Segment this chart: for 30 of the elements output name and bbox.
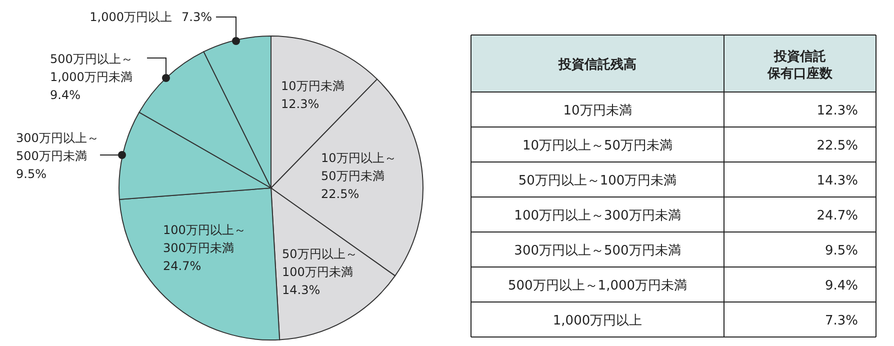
category-label: 10万円未満 bbox=[563, 104, 632, 118]
category-label: 100万円以上～300万円未満 bbox=[514, 208, 681, 224]
category-label: 300万円以上～500万円未満 bbox=[514, 244, 681, 258]
text: 14.3% bbox=[816, 174, 858, 188]
text: 9.4% bbox=[824, 278, 858, 294]
slice-label: 10万円以上～50万円未満 bbox=[321, 151, 396, 183]
data-label: 9.4% bbox=[50, 88, 80, 102]
data-label: 12.3% bbox=[281, 97, 320, 111]
slice-label: 300万円以上～500万円未満 bbox=[16, 131, 99, 163]
slice-label: 50万円以上～100万円未満 bbox=[282, 247, 358, 279]
text: 9.5% bbox=[824, 244, 858, 258]
data-label: 9.5% bbox=[16, 167, 46, 181]
text: 22.5% bbox=[816, 138, 858, 154]
slice-label: 100万円以上～300万円未満 bbox=[163, 223, 246, 255]
category-label: 500万円以上～1,000万円未満 bbox=[508, 278, 688, 294]
slice-label: 10万円未満 bbox=[281, 79, 344, 93]
data-label: 24.7% bbox=[163, 259, 202, 273]
data-label: 22.5% bbox=[321, 187, 360, 201]
slice-label: 1,000万円以上 bbox=[90, 10, 172, 24]
text: 投資信託保有口座数 bbox=[766, 48, 834, 82]
text: 7.3% bbox=[824, 314, 858, 328]
slice-label: 10万円以上～50万円未満 bbox=[522, 138, 673, 154]
category-label: 1,000万円以上 bbox=[552, 314, 642, 328]
slice-label: 500万円以上～1,000万円未満 bbox=[50, 52, 133, 84]
text: 12.3% bbox=[816, 104, 858, 118]
category-label: 50万円以上～100万円未満 bbox=[518, 174, 677, 188]
text: 24.7% bbox=[816, 208, 858, 224]
text: 投資信託残高 bbox=[558, 56, 636, 72]
data-label: 14.3% bbox=[282, 283, 320, 297]
data-label: 7.3% bbox=[182, 10, 212, 24]
